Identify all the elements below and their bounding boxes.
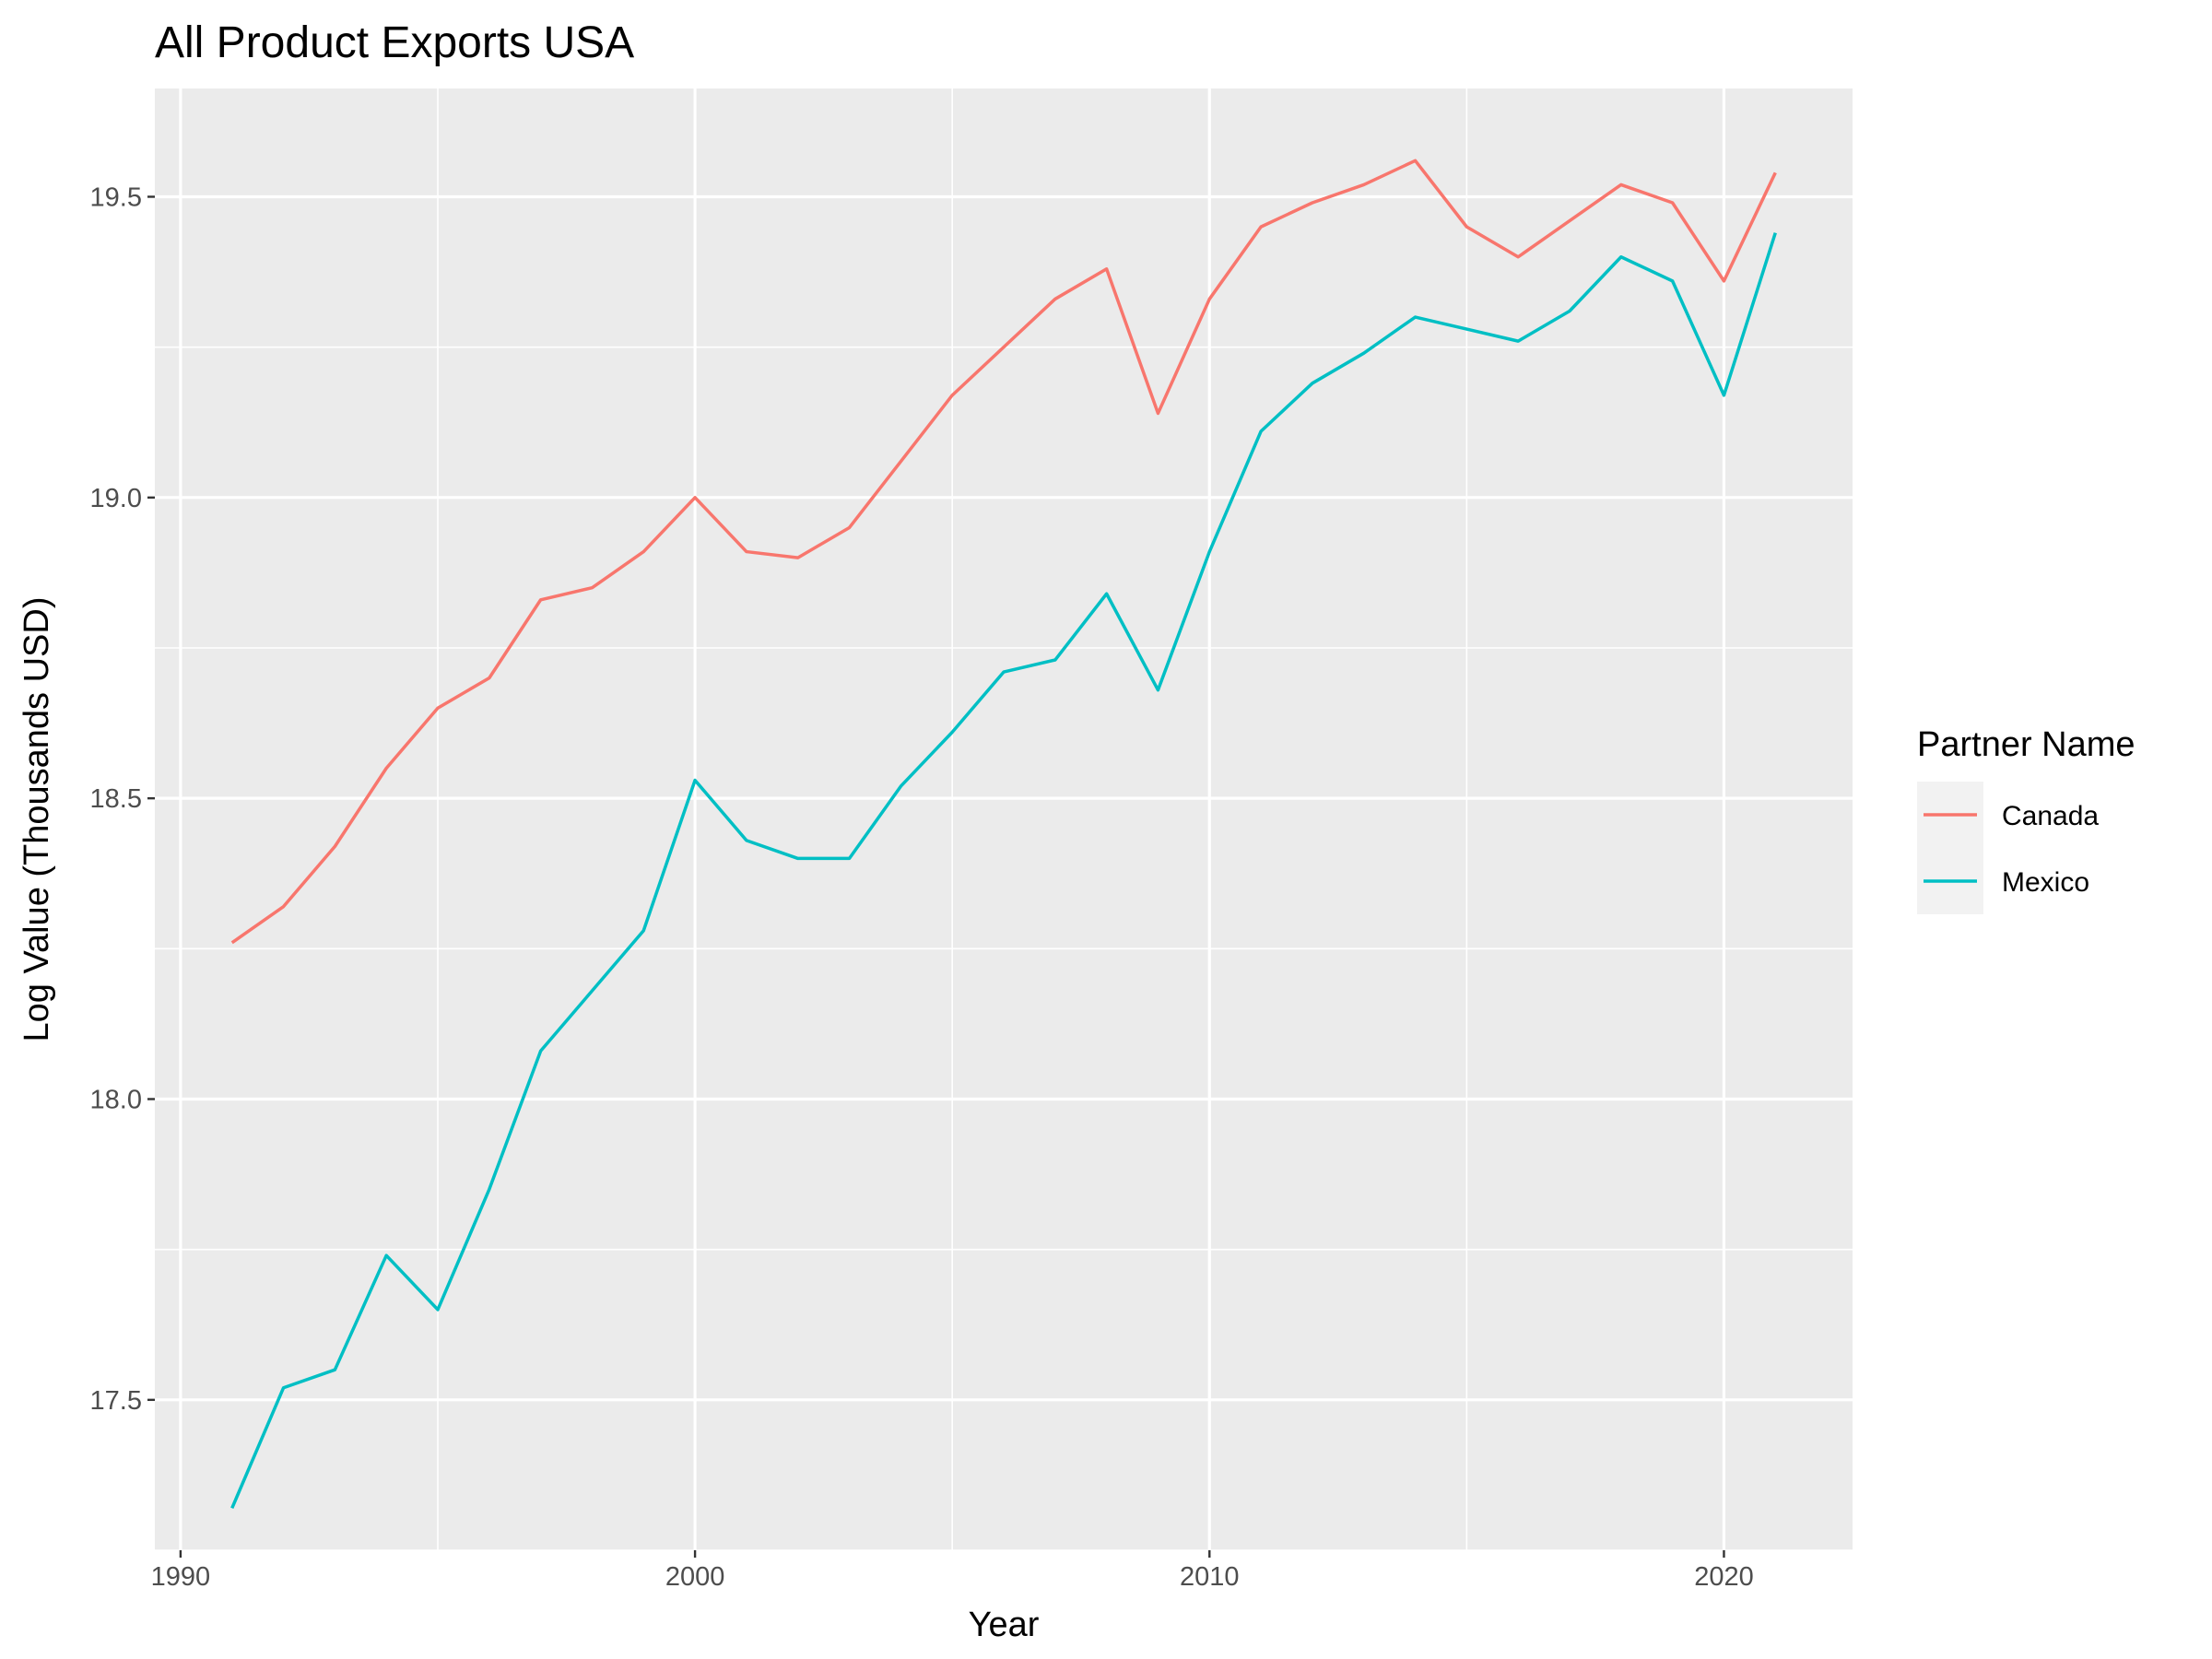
x-tick-label: 2020	[1694, 1562, 1754, 1592]
y-tick-label: 19.5	[90, 182, 142, 212]
x-tick-label: 2010	[1180, 1562, 1240, 1592]
y-axis-title: Log Value (Thousands USD)	[18, 597, 56, 1042]
legend-title: Partner Name	[1917, 725, 2136, 764]
y-tick-label: 18.0	[90, 1085, 142, 1114]
x-axis-title: Year	[969, 1606, 1040, 1644]
x-tick-label: 2000	[665, 1562, 725, 1592]
grid-major	[155, 88, 1853, 1550]
plot-panel	[155, 88, 1853, 1550]
legend-label-mexico: Mexico	[2002, 867, 2089, 898]
y-tick-label: 17.5	[90, 1386, 142, 1416]
legend-label-canada: Canada	[2002, 801, 2099, 831]
series-line-mexico	[230, 232, 1777, 1509]
x-tick-label: 1990	[151, 1562, 211, 1592]
y-tick-label: 19.0	[90, 484, 142, 513]
series-line-canada	[230, 159, 1777, 945]
chart-title: All Product Exports USA	[155, 18, 634, 67]
axis-ticks	[147, 195, 1725, 1558]
tick-labels: 1990 2000 2010 2020 17.5 18.0 18.5 19.0 19.5	[90, 182, 1754, 1592]
series-lines	[230, 159, 1777, 1509]
legend: Partner Name Canada Mexico	[1917, 725, 2136, 914]
y-tick-label: 18.5	[90, 784, 142, 814]
grid-minor	[155, 88, 1853, 1551]
